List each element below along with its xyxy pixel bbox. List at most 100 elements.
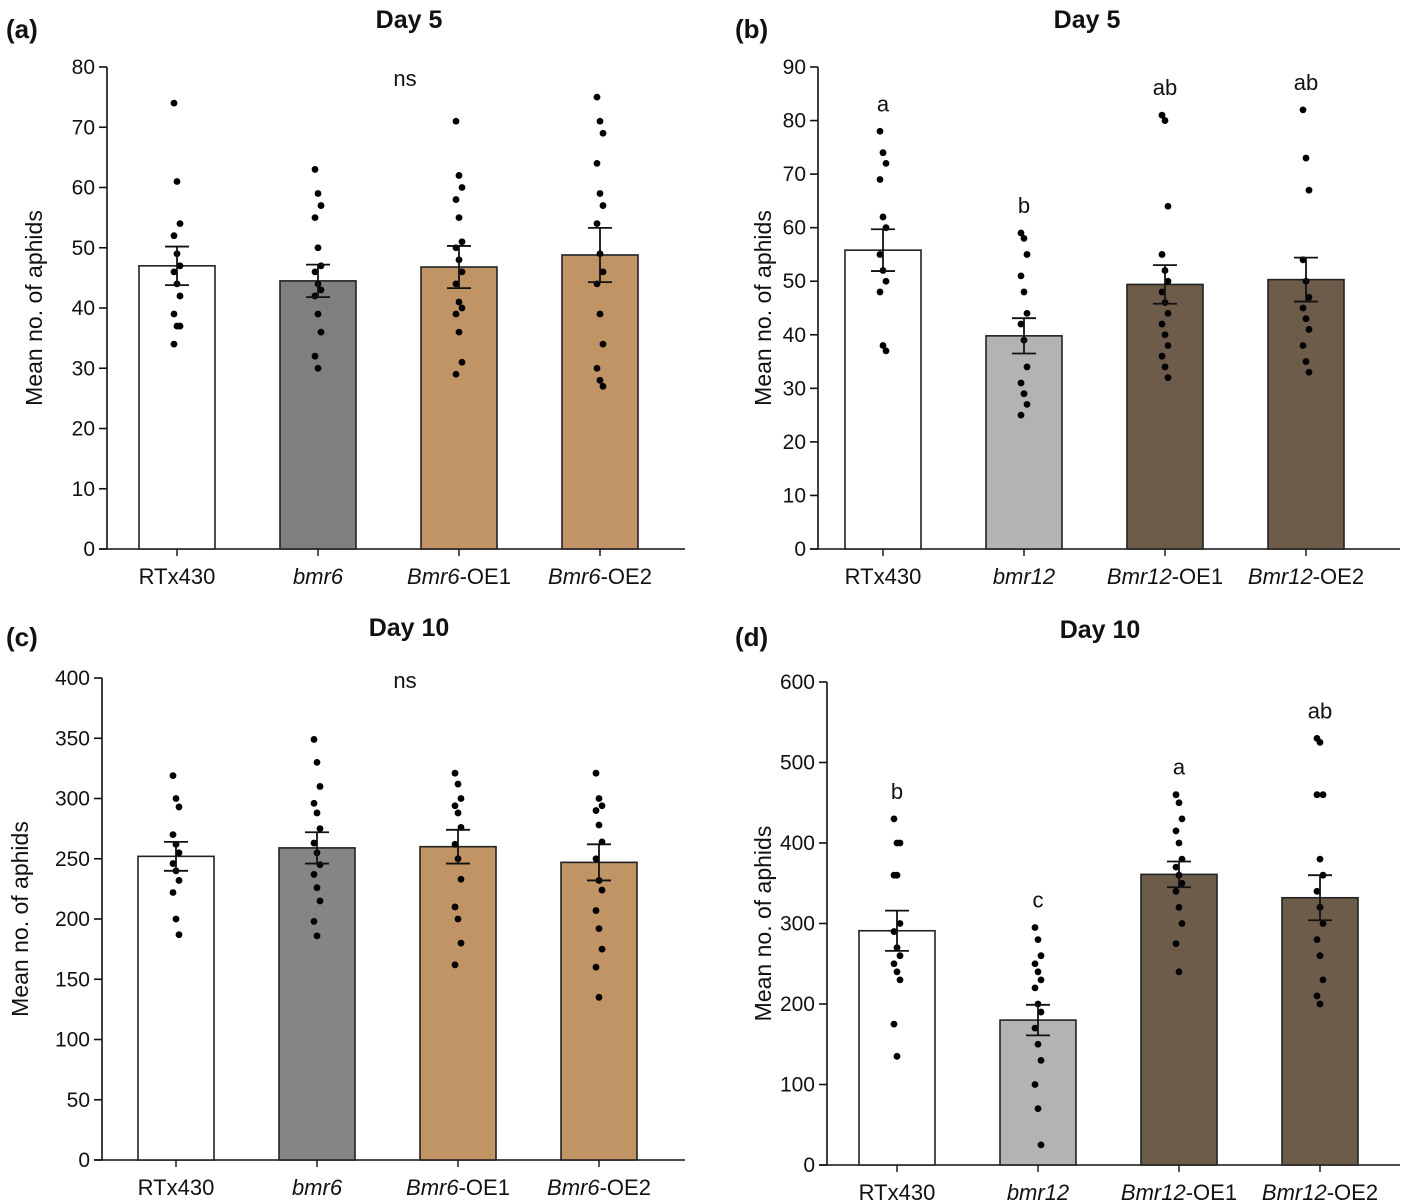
data-point bbox=[451, 840, 459, 848]
panel-label: (c) bbox=[6, 622, 38, 652]
data-point bbox=[452, 310, 460, 318]
y-tick-label: 20 bbox=[783, 431, 806, 454]
data-point bbox=[593, 93, 601, 101]
category-suffix: -OE2 bbox=[1327, 1180, 1378, 1204]
y-tick-label: 40 bbox=[72, 297, 95, 320]
y-tick-label: 100 bbox=[55, 1029, 90, 1052]
y-tick-label: 400 bbox=[780, 832, 815, 855]
data-point bbox=[1319, 920, 1327, 927]
data-point bbox=[890, 815, 898, 823]
data-point bbox=[1305, 368, 1313, 376]
data-point bbox=[890, 960, 898, 968]
data-point bbox=[451, 802, 459, 810]
data-point bbox=[458, 184, 466, 191]
x-category-label: Bmr6-OE2 bbox=[548, 564, 652, 589]
data-point bbox=[893, 871, 901, 879]
data-point bbox=[311, 352, 319, 360]
data-point bbox=[1313, 992, 1321, 1000]
data-point bbox=[170, 340, 178, 348]
bar-2 bbox=[985, 335, 1063, 550]
data-point bbox=[311, 166, 319, 173]
data-point bbox=[1316, 1000, 1324, 1008]
data-point bbox=[1164, 342, 1172, 349]
data-point bbox=[1037, 1056, 1045, 1064]
data-point bbox=[316, 897, 324, 905]
data-point bbox=[1037, 1141, 1045, 1149]
data-point bbox=[1158, 288, 1166, 296]
data-point bbox=[1158, 352, 1166, 360]
category-suffix: RTx430 bbox=[845, 564, 922, 589]
data-point bbox=[1313, 936, 1321, 943]
data-point bbox=[1017, 229, 1025, 237]
data-point bbox=[316, 783, 324, 790]
data-point bbox=[169, 860, 177, 867]
data-point bbox=[893, 968, 901, 976]
category-italic-part: bmr6 bbox=[292, 1175, 343, 1200]
data-point bbox=[455, 172, 463, 179]
data-point bbox=[1175, 968, 1183, 976]
data-point bbox=[170, 310, 178, 318]
x-category-label: Bmr12-OE1 bbox=[1107, 564, 1223, 589]
chart-title: Day 5 bbox=[376, 6, 443, 34]
y-tick-label: 0 bbox=[78, 1149, 90, 1172]
panel-label: (b) bbox=[735, 14, 768, 44]
bar-1 bbox=[138, 265, 216, 550]
y-tick-label: 50 bbox=[72, 237, 95, 260]
data-point bbox=[310, 799, 318, 807]
significance-letter: c bbox=[1033, 888, 1044, 913]
data-point bbox=[313, 884, 321, 892]
data-point bbox=[455, 214, 463, 222]
data-point bbox=[1037, 976, 1045, 984]
data-point bbox=[1031, 984, 1039, 992]
data-point bbox=[1023, 363, 1031, 371]
chart-title: Day 10 bbox=[369, 614, 450, 642]
data-point bbox=[452, 370, 460, 378]
y-tick-label: 30 bbox=[783, 377, 806, 400]
data-point bbox=[317, 202, 325, 209]
data-point bbox=[313, 932, 321, 940]
data-point bbox=[1017, 379, 1025, 387]
data-point bbox=[595, 821, 603, 829]
data-point bbox=[1031, 924, 1039, 931]
y-tick-label: 0 bbox=[803, 1154, 815, 1177]
data-point bbox=[595, 795, 603, 802]
bar-4 bbox=[560, 861, 638, 1161]
category-italic-part: Bmr6 bbox=[547, 1175, 600, 1200]
category-italic-part: bmr12 bbox=[993, 564, 1055, 589]
data-point bbox=[1319, 791, 1327, 799]
data-point bbox=[172, 915, 180, 923]
data-point bbox=[1299, 106, 1307, 114]
data-point bbox=[896, 839, 904, 847]
data-point bbox=[1305, 326, 1313, 333]
significance-letter: ab bbox=[1294, 70, 1318, 95]
data-point bbox=[1316, 738, 1324, 746]
data-point bbox=[896, 952, 904, 960]
x-category-label: RTx430 bbox=[845, 564, 922, 589]
category-italic-part: Bmr12 bbox=[1262, 1180, 1327, 1204]
data-point bbox=[879, 213, 887, 221]
data-point bbox=[314, 244, 322, 252]
chart-title: Day 5 bbox=[1054, 6, 1121, 34]
data-point bbox=[1031, 960, 1039, 968]
data-point bbox=[452, 196, 460, 203]
data-point bbox=[1031, 1024, 1039, 1032]
bar-4 bbox=[1281, 896, 1359, 1166]
data-point bbox=[1020, 234, 1028, 242]
bar-3 bbox=[1140, 873, 1218, 1166]
data-point bbox=[1178, 815, 1186, 823]
category-italic-part: bmr12 bbox=[1007, 1180, 1069, 1204]
data-point bbox=[890, 1020, 898, 1028]
y-tick-label: 0 bbox=[794, 538, 806, 561]
data-point bbox=[1302, 154, 1310, 162]
category-suffix: -OE1 bbox=[459, 1175, 510, 1200]
y-tick-label: 80 bbox=[783, 110, 806, 133]
x-category-label: RTx430 bbox=[859, 1180, 936, 1204]
category-suffix: -OE2 bbox=[600, 1175, 651, 1200]
data-point bbox=[452, 280, 460, 288]
data-point bbox=[451, 769, 459, 777]
panel-b-chart: (b) Day 5 Mean no. of aphids 0 10 20 30 40 50 60 7… bbox=[735, 6, 1400, 589]
y-tick-label: 10 bbox=[72, 478, 95, 501]
data-point bbox=[1158, 111, 1166, 119]
y-axis-label: Mean no. of aphids bbox=[7, 821, 33, 1017]
